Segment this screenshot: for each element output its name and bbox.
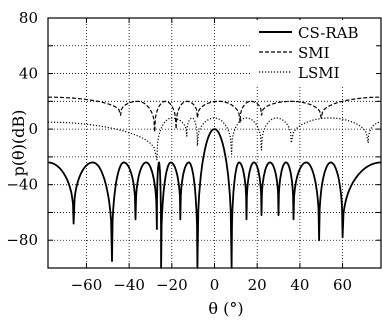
y-tick-label: 0 — [28, 120, 38, 138]
x-tick-label: 0 — [210, 276, 220, 294]
y-tick-label: 40 — [19, 65, 38, 83]
x-axis-label: θ (°) — [208, 299, 243, 318]
series-layer — [47, 96, 382, 269]
x-tick-label: 20 — [248, 276, 267, 294]
x-tick-label: −40 — [113, 276, 145, 294]
series-line-cs-rab — [47, 128, 382, 269]
legend-label-cs-rab: CS-RAB — [298, 24, 359, 42]
legend-label-smi: SMI — [298, 44, 330, 62]
x-tick-label: 60 — [333, 276, 352, 294]
y-tick-label: −80 — [6, 231, 38, 249]
x-tick-label: −60 — [71, 276, 103, 294]
legend: CS-RAB SMI LSMI — [252, 20, 376, 86]
series-line-smi — [48, 96, 381, 133]
legend-label-lsmi: LSMI — [298, 64, 340, 82]
series-line-lsmi — [48, 117, 382, 161]
y-axis-label: p(θ)(dB) — [9, 110, 28, 177]
y-tick-label: −40 — [6, 176, 38, 194]
y-tick-label: 80 — [19, 9, 38, 27]
x-tick-label: −20 — [156, 276, 188, 294]
axis-ticks: −60 −40 −20 0 20 40 60 −80 −40 0 40 80 — [6, 9, 381, 294]
x-tick-label: 40 — [290, 276, 309, 294]
